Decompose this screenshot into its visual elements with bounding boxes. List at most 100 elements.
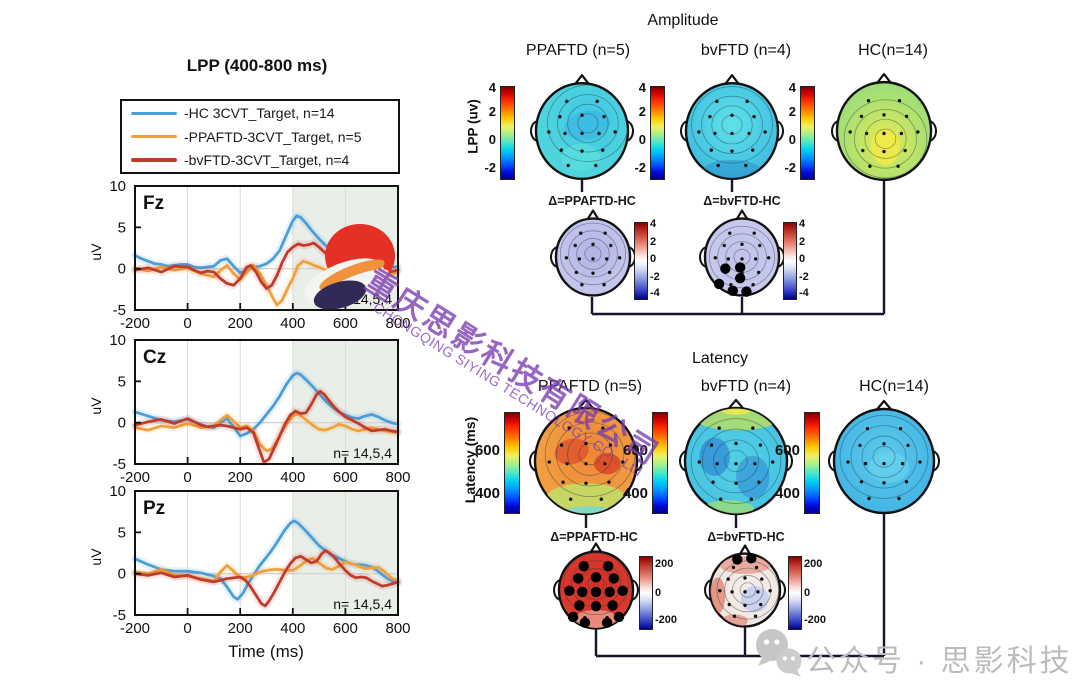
legend-label-hc: -HC 3CVT_Target, n=14 — [184, 105, 335, 122]
latency-colorbar-2 — [804, 412, 820, 514]
amplitude-diff-label-1: Δ=bvFTD-HC — [703, 194, 781, 208]
latency-colorbar-1 — [652, 412, 668, 514]
amplitude-diff-colorbar-0 — [634, 222, 648, 300]
amplitude-diff-colorbar-0-tick: -4 — [650, 286, 660, 299]
svg-text:Pz: Pz — [143, 498, 165, 519]
latency-group-header-1: bvFTD (n=4) — [700, 378, 792, 395]
wechat-icon — [756, 629, 802, 677]
latency-diff-label-0: Δ=PPAFTD-HC — [550, 530, 638, 544]
amplitude-topomap-1 — [680, 74, 784, 181]
erp-plot-Pz: Pz n= 14,5,4 -200 0 200 400 600 800 10 5 0 -5 uV — [88, 483, 411, 637]
latency-diff-colorbar-1-tick: 0 — [804, 586, 811, 599]
latency-diff-colorbar-1 — [788, 556, 802, 630]
amplitude-colorbar-2-tick: -2 — [784, 159, 796, 175]
amplitude-section-title: Amplitude — [647, 12, 719, 29]
erp-title: LPP (400-800 ms) — [186, 56, 328, 75]
latency-topomap-2 — [828, 399, 940, 515]
svg-text:400: 400 — [280, 620, 305, 637]
svg-text:800: 800 — [385, 315, 410, 332]
svg-text:uV: uV — [88, 397, 104, 415]
svg-text:uV: uV — [88, 243, 104, 261]
latency-diff-colorbar-1-tick: 200 — [804, 557, 823, 570]
siying-logo-icon — [304, 224, 395, 310]
svg-text:Cz: Cz — [143, 347, 166, 368]
svg-text:n= 14,5,4: n= 14,5,4 — [333, 596, 392, 612]
svg-text:800: 800 — [385, 620, 410, 637]
latency-colorbar-2-tick: 600 — [774, 441, 800, 459]
svg-text:-200: -200 — [120, 620, 150, 637]
latency-section-title: Latency — [691, 350, 749, 367]
latency-diff-topomap-1 — [704, 544, 786, 628]
svg-text:Fz: Fz — [143, 193, 164, 214]
latency-diff-topomap-0 — [553, 542, 639, 630]
erp-legend: -HC 3CVT_Target, n=14 -PPAFTD-3CVT_Targe… — [120, 99, 400, 174]
svg-text:600: 600 — [333, 315, 358, 332]
latency-topomap-0 — [529, 398, 643, 516]
amplitude-colorbar-2-tick: 2 — [788, 103, 796, 119]
legend-line-swatch-ppaftd — [131, 134, 177, 139]
amplitude-diff-colorbar-1 — [783, 222, 797, 300]
amplitude-colorbar-1 — [650, 86, 665, 180]
svg-text:-200: -200 — [120, 469, 150, 486]
amplitude-diff-colorbar-1-tick: -2 — [799, 270, 809, 283]
amplitude-colorbar-2 — [800, 86, 815, 180]
amplitude-topomap-2 — [831, 73, 937, 182]
svg-text:200: 200 — [228, 620, 253, 637]
latency-group-header-0: PPAFTD (n=5) — [537, 378, 643, 395]
legend-item-hc: -HC 3CVT_Target, n=14 — [122, 102, 398, 124]
amplitude-colorbar-1-tick: 4 — [638, 79, 646, 95]
amplitude-colorbar-2-tick: 0 — [788, 132, 796, 148]
amplitude-group-header-1: bvFTD (n=4) — [700, 42, 792, 59]
svg-text:n= 14,5,4: n= 14,5,4 — [333, 445, 392, 461]
svg-text:-200: -200 — [120, 315, 150, 332]
latency-group-header-2: HC(n=14) — [859, 378, 929, 395]
amplitude-diff-colorbar-0-tick: 0 — [650, 253, 657, 266]
legend-label-ppaftd: -PPAFTD-3CVT_Target, n=5 — [184, 128, 362, 145]
svg-text:0: 0 — [183, 315, 191, 332]
latency-colorbar-2-tick: 400 — [774, 484, 800, 502]
amplitude-diff-colorbar-1-tick: 2 — [799, 235, 806, 248]
svg-text:-5: -5 — [113, 302, 126, 319]
svg-text:400: 400 — [280, 315, 305, 332]
amplitude-colorbar-1-tick: -2 — [634, 159, 646, 175]
amplitude-group-header-0: PPAFTD (n=5) — [525, 42, 631, 59]
svg-text:400: 400 — [280, 469, 305, 486]
latency-diff-colorbar-0-tick: 200 — [655, 557, 674, 570]
wechat-watermark-text: 公众号 · 思影科技 — [806, 645, 1073, 678]
svg-text:200: 200 — [228, 315, 253, 332]
svg-text:10: 10 — [109, 483, 126, 500]
latency-colorbar-1-tick: 400 — [622, 484, 648, 502]
svg-text:0: 0 — [118, 566, 126, 583]
amplitude-diff-colorbar-0-tick: 2 — [650, 235, 657, 248]
svg-text:5: 5 — [118, 219, 126, 236]
latency-colorbar-1-tick: 600 — [622, 441, 648, 459]
amplitude-colorbar-2-tick: 4 — [788, 79, 796, 95]
latency-colorbar-0 — [504, 412, 520, 514]
svg-text:10: 10 — [109, 178, 126, 195]
svg-text:0: 0 — [183, 469, 191, 486]
latency-diff-label-1: Δ=bvFTD-HC — [707, 530, 785, 544]
amplitude-diff-topomap-0 — [550, 209, 636, 297]
latency-topomap-1 — [679, 398, 793, 516]
legend-item-bvftd: -bvFTD-3CVT_Target, n=4 — [122, 149, 398, 171]
amplitude-diff-topomap-1 — [699, 209, 785, 297]
svg-text:200: 200 — [228, 469, 253, 486]
amplitude-colorbar-0-tick: 4 — [488, 79, 496, 95]
svg-text:0: 0 — [118, 261, 126, 278]
amplitude-colorbar-1-tick: 0 — [638, 132, 646, 148]
latency-y-axis-label: Latency (ms) — [462, 416, 478, 504]
amplitude-colorbar-0 — [500, 86, 515, 180]
erp-x-axis-label: Time (ms) — [228, 642, 304, 661]
latency-diff-colorbar-0 — [639, 556, 653, 630]
amplitude-diff-colorbar-1-tick: 4 — [799, 218, 806, 231]
legend-item-ppaftd: -PPAFTD-3CVT_Target, n=5 — [122, 126, 398, 148]
amplitude-colorbar-0-tick: -2 — [484, 159, 496, 175]
amplitude-colorbar-0-tick: 2 — [488, 103, 496, 119]
latency-diff-colorbar-0-tick: 0 — [655, 586, 662, 599]
amplitude-colorbar-1-tick: 2 — [638, 103, 646, 119]
svg-text:-5: -5 — [113, 607, 126, 624]
latency-colorbar-0-tick: 400 — [474, 484, 500, 502]
erp-plot-Cz: Cz n= 14,5,4 -200 0 200 400 600 800 10 5 0 -5 uV — [88, 332, 411, 486]
svg-text:5: 5 — [118, 373, 126, 390]
